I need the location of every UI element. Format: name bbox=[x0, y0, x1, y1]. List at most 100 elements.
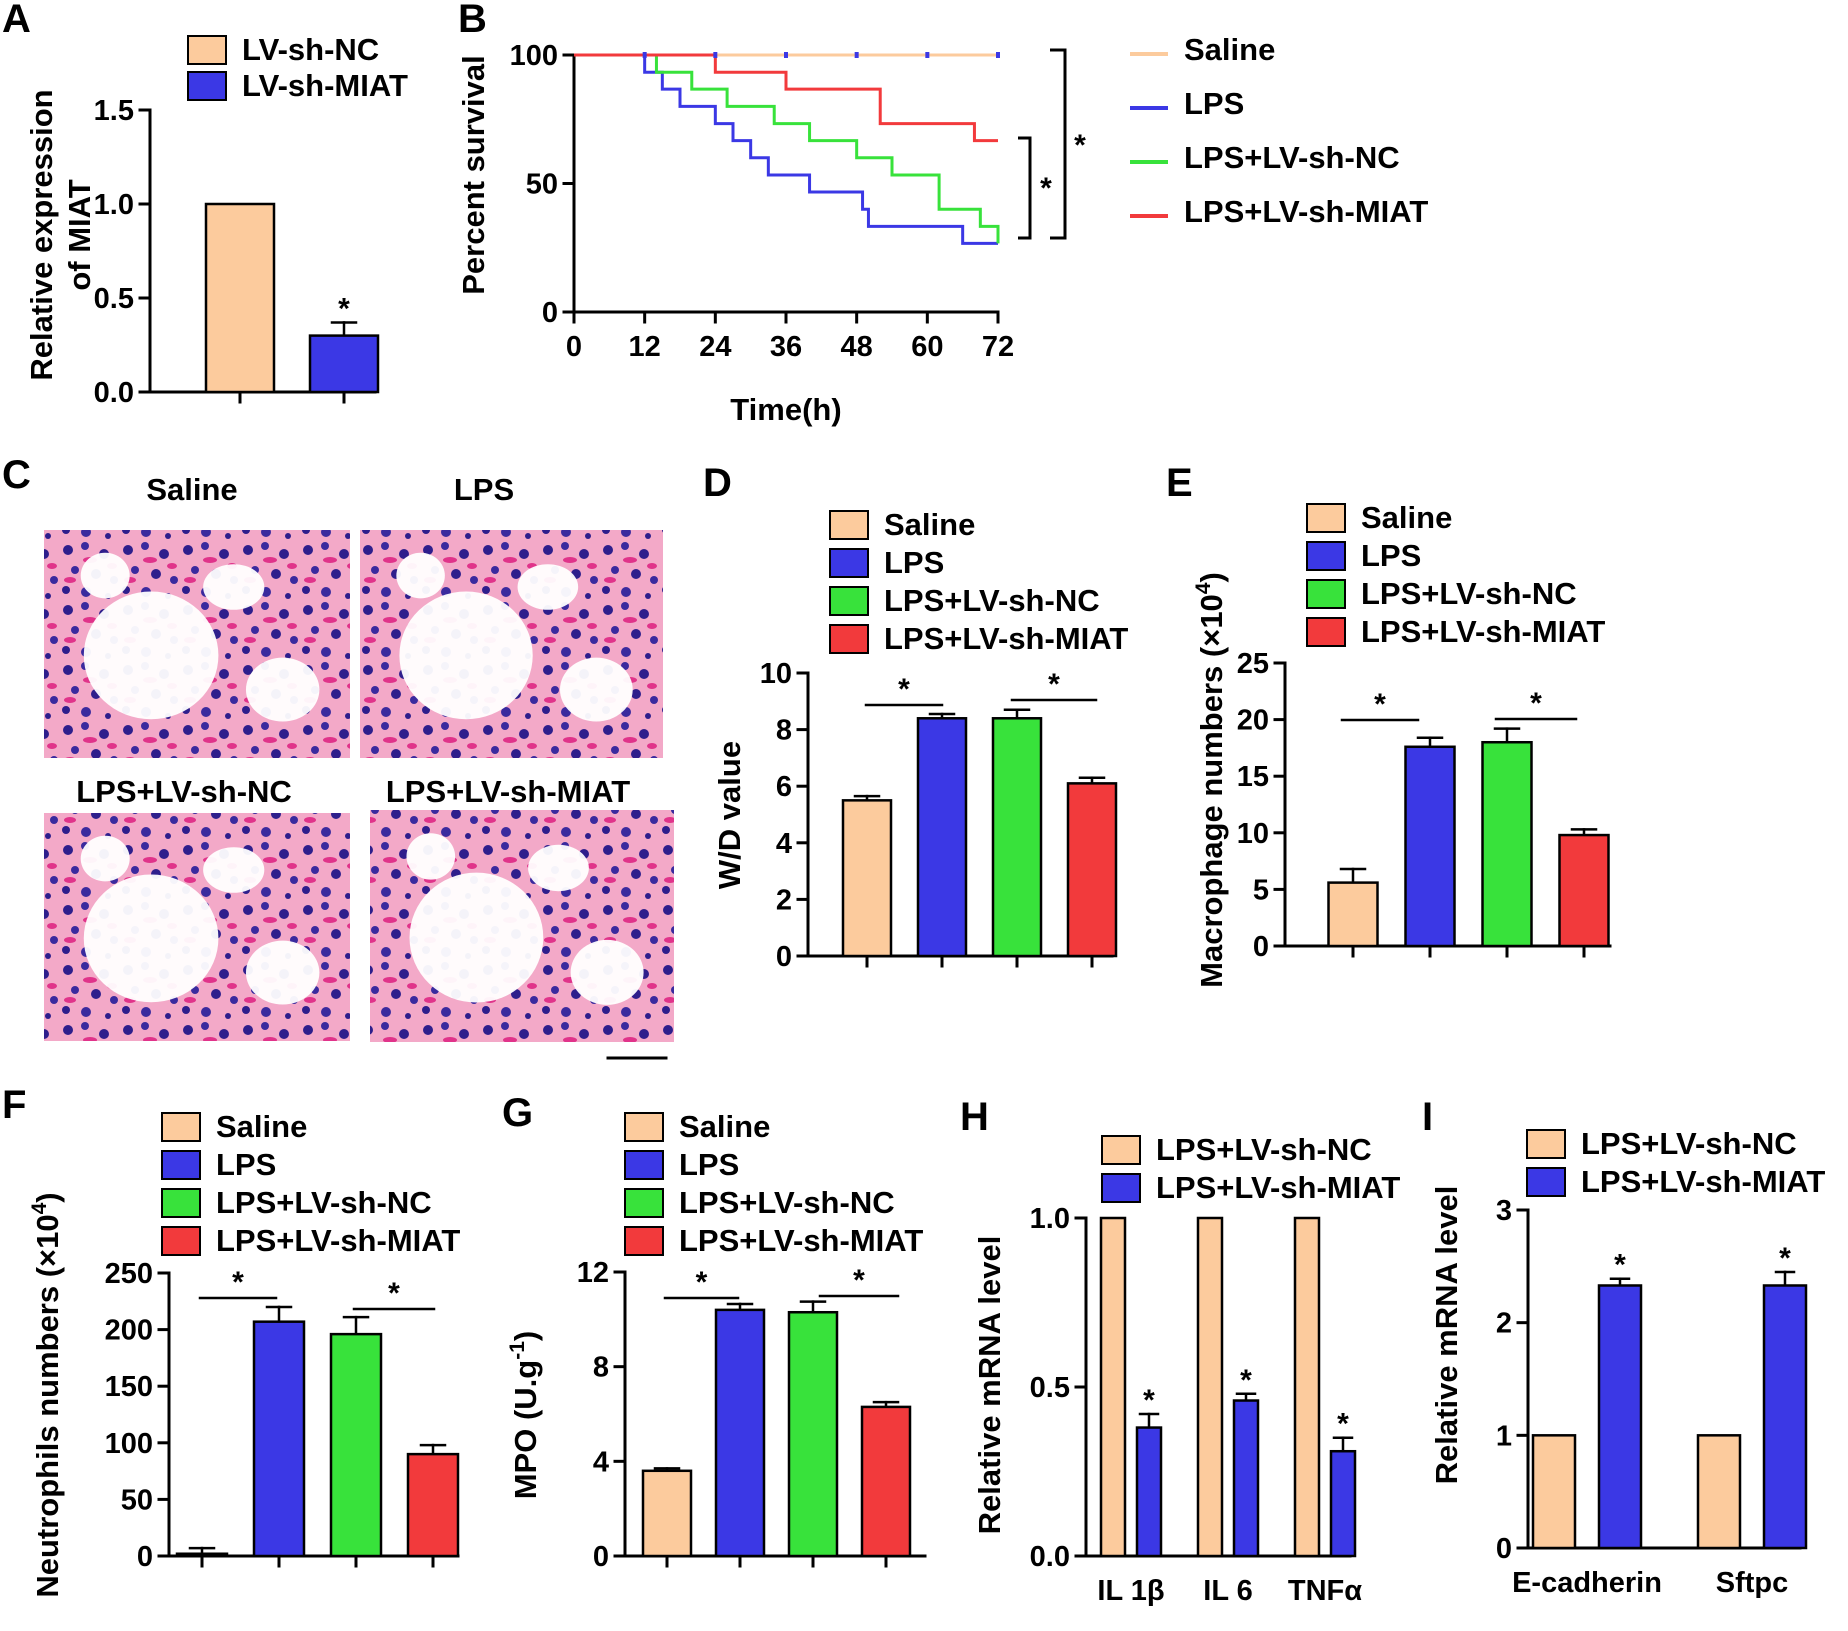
panel-d-sig-star-0: * bbox=[898, 673, 910, 706]
panel-c-alveolar-space-lps bbox=[399, 591, 533, 720]
panel-g-y-tick-label-0: 0 bbox=[593, 1541, 609, 1573]
panel-d-y-tick-label-2: 2 bbox=[776, 884, 792, 916]
panel-c-label-saline: Saline bbox=[146, 472, 237, 507]
panel-d-y-tick-label-10: 10 bbox=[760, 658, 792, 690]
panel-a-legend-swatch-lv-sh-miat bbox=[187, 71, 227, 101]
panel-i-legend-swatch-lps-lv-sh-miat bbox=[1526, 1167, 1566, 1197]
panel-h-letter: H bbox=[960, 1095, 989, 1139]
panel-a-legend-label-lv-sh-nc: LV-sh-NC bbox=[242, 32, 379, 67]
panel-b-x-tick-label-60: 60 bbox=[911, 331, 943, 363]
panel-b-y-tick-label-0: 0 bbox=[542, 297, 558, 329]
panel-b: B 0 50 100 0 12 24 36 48 60 72 Saline LPS LPS+LV-sh-N… bbox=[456, 0, 1428, 427]
panel-b-x-tick-label-36: 36 bbox=[770, 331, 802, 363]
panel-f-y-tick-label-200: 200 bbox=[105, 1315, 153, 1347]
panel-e-letter: E bbox=[1166, 461, 1193, 505]
panel-i-bar-e-cadherin-lps-lv-sh-miat bbox=[1597, 1284, 1643, 1550]
panel-e: E 0 5 10 15 20 25 SalineLPSLPS+LV-sh-NCLPS+LV-s… bbox=[1166, 461, 1612, 988]
panel-c-alveolar-space-saline bbox=[83, 591, 219, 720]
panel-a-y-axis-title-line-1: of MIAT bbox=[62, 179, 97, 290]
panel-b-sig-star-inner: * bbox=[1040, 172, 1052, 205]
panel-c-alveolar-space-lps-lv-sh-nc bbox=[203, 847, 265, 893]
panel-e-legend-swatch-saline bbox=[1306, 503, 1346, 533]
panel-e-y-tick-label-10: 10 bbox=[1237, 818, 1269, 850]
panel-g-legend-swatch-lps-lv-sh-nc bbox=[624, 1188, 664, 1218]
panel-f-y-axis-title-part: 4 bbox=[28, 1202, 51, 1214]
panel-d-y-tick-label-4: 4 bbox=[776, 828, 792, 860]
panel-b-series-lps-lv-sh-nc bbox=[574, 53, 1000, 244]
panel-f-y-axis-title-part: ) bbox=[30, 1192, 65, 1202]
panel-i-sig-star-1: * bbox=[1779, 1242, 1791, 1275]
panel-d: D 0 2 4 6 8 10 SalineLPSLPS+LV-sh-NCLPS+LV-sh-M… bbox=[703, 461, 1128, 973]
panel-d-y-tick-label-8: 8 bbox=[776, 715, 792, 747]
panel-c-label-lps: LPS bbox=[454, 472, 514, 507]
panel-g-bar-lps-lv-sh-miat bbox=[860, 1405, 912, 1558]
panel-g: G 0 4 8 12 SalineLPSLPS+LV-sh-NCLPS+LV-sh-MIA… bbox=[502, 1091, 927, 1573]
panel-f-legend-swatch-saline bbox=[161, 1112, 201, 1142]
panel-d-legend-swatch-lps-lv-sh-nc bbox=[829, 586, 869, 616]
panel-b-x-tick-label-72: 72 bbox=[982, 331, 1014, 363]
panel-e-legend-swatch-lps bbox=[1306, 541, 1346, 571]
panel-e-y-axis-title-part: 4 bbox=[1192, 582, 1215, 594]
panel-h: H 0.0 0.5 1.0 IL 1β * IL 6 * TNFα * LPS+LV-sh-NCLP… bbox=[960, 1095, 1400, 1607]
panel-a-y-tick-label-0-0: 0.0 bbox=[94, 377, 134, 409]
panel-d-legend-swatch-lps bbox=[829, 548, 869, 578]
panel-c-alveolar-space-saline bbox=[245, 657, 320, 722]
panel-b-series-lps-lv-sh-miat bbox=[574, 53, 998, 143]
panel-h-x-tick-label-tnf: TNFα bbox=[1288, 1575, 1362, 1607]
panel-e-y-tick-label-15: 15 bbox=[1237, 761, 1269, 793]
panel-b-censor-mark-saline bbox=[713, 52, 718, 58]
panel-i-legend-swatch-lps-lv-sh-nc bbox=[1526, 1129, 1566, 1159]
panel-a-y-tick-label-1-5: 1.5 bbox=[94, 95, 134, 127]
panel-f-y-axis-title-part: Neutrophils numbers (×10 bbox=[30, 1214, 65, 1597]
panel-g-y-axis-title-part: ) bbox=[508, 1331, 543, 1341]
panel-i-legend-label-lps-lv-sh-nc: LPS+LV-sh-NC bbox=[1581, 1126, 1797, 1161]
panel-d-y-tick-label-0: 0 bbox=[776, 941, 792, 973]
panel-i-y-tick-label-2: 2 bbox=[1496, 1308, 1512, 1340]
panel-b-x-tick-label-12: 12 bbox=[629, 331, 661, 363]
panel-h-y-tick-label-0-5: 0.5 bbox=[1030, 1372, 1070, 1404]
panel-g-bar-lps bbox=[714, 1308, 766, 1558]
panel-d-letter: D bbox=[703, 461, 732, 505]
panel-d-legend-swatch-lps-lv-sh-miat bbox=[829, 624, 869, 654]
panel-a-y-tick-label-1-0: 1.0 bbox=[94, 189, 134, 221]
panel-h-bar-il-6-lps-lv-sh-nc bbox=[1196, 1216, 1224, 1558]
panel-a-bar-lv-sh-nc bbox=[204, 202, 276, 394]
panel-d-legend-label-saline: Saline bbox=[884, 507, 975, 542]
panel-f-y-tick-label-150: 150 bbox=[105, 1371, 153, 1403]
panel-f-bar-lps bbox=[252, 1320, 306, 1558]
panel-d-bar-lps-lv-sh-miat bbox=[1066, 782, 1118, 958]
panel-b-censor-mark-saline bbox=[925, 52, 930, 58]
panel-f-legend-swatch-lps-lv-sh-nc bbox=[161, 1188, 201, 1218]
panel-i-bar-e-cadherin-lps-lv-sh-nc bbox=[1531, 1434, 1577, 1550]
panel-f-sig-star-0: * bbox=[232, 1266, 244, 1299]
panel-f-y-tick-label-100: 100 bbox=[105, 1428, 153, 1460]
panel-c-alveolar-space-lps bbox=[559, 657, 633, 722]
panel-e-legend-swatch-lps-lv-sh-nc bbox=[1306, 579, 1346, 609]
panel-g-legend-swatch-lps bbox=[624, 1150, 664, 1180]
panel-d-bar-saline bbox=[841, 799, 893, 958]
panel-i-letter: I bbox=[1422, 1095, 1433, 1139]
panel-b-y-tick-label-100: 100 bbox=[510, 40, 558, 72]
panel-e-y-axis-title-part: Macrophage numbers (×10 bbox=[1194, 594, 1229, 988]
panel-d-legend-label-lps-lv-sh-miat: LPS+LV-sh-MIAT bbox=[884, 621, 1128, 656]
panel-h-sig-star-1: * bbox=[1240, 1364, 1252, 1397]
panel-b-y-axis-title: Percent survival bbox=[456, 55, 491, 295]
panel-g-legend-label-lps: LPS bbox=[679, 1147, 739, 1182]
panel-g-y-tick-label-8: 8 bbox=[593, 1352, 609, 1384]
panel-d-legend-label-lps: LPS bbox=[884, 545, 944, 580]
panel-i-y-axis-title-part: Relative mRNA level bbox=[1429, 1186, 1464, 1485]
panel-b-x-axis-title: Time(h) bbox=[730, 392, 841, 427]
panel-c-label-lps-lv-sh-miat: LPS+LV-sh-MIAT bbox=[386, 774, 630, 809]
panel-d-y-axis-title: W/D value bbox=[712, 741, 747, 889]
panel-c-alveolar-space-lps-lv-sh-miat bbox=[409, 872, 544, 1003]
panel-h-x-tick-label-il-1: IL 1β bbox=[1097, 1575, 1164, 1607]
panel-e-bar-saline bbox=[1327, 881, 1379, 948]
panel-i-legend-label-lps-lv-sh-miat: LPS+LV-sh-MIAT bbox=[1581, 1164, 1825, 1199]
panel-e-y-axis-title-part: ) bbox=[1194, 572, 1229, 582]
panel-g-sig-star-1: * bbox=[853, 1264, 865, 1297]
panel-b-censor-mark-saline bbox=[642, 52, 647, 58]
panel-g-legend-label-lps-lv-sh-nc: LPS+LV-sh-NC bbox=[679, 1185, 895, 1220]
panel-h-y-tick-label-0-0: 0.0 bbox=[1030, 1541, 1070, 1573]
panel-i-y-axis-title: Relative mRNA level bbox=[1429, 1186, 1464, 1485]
